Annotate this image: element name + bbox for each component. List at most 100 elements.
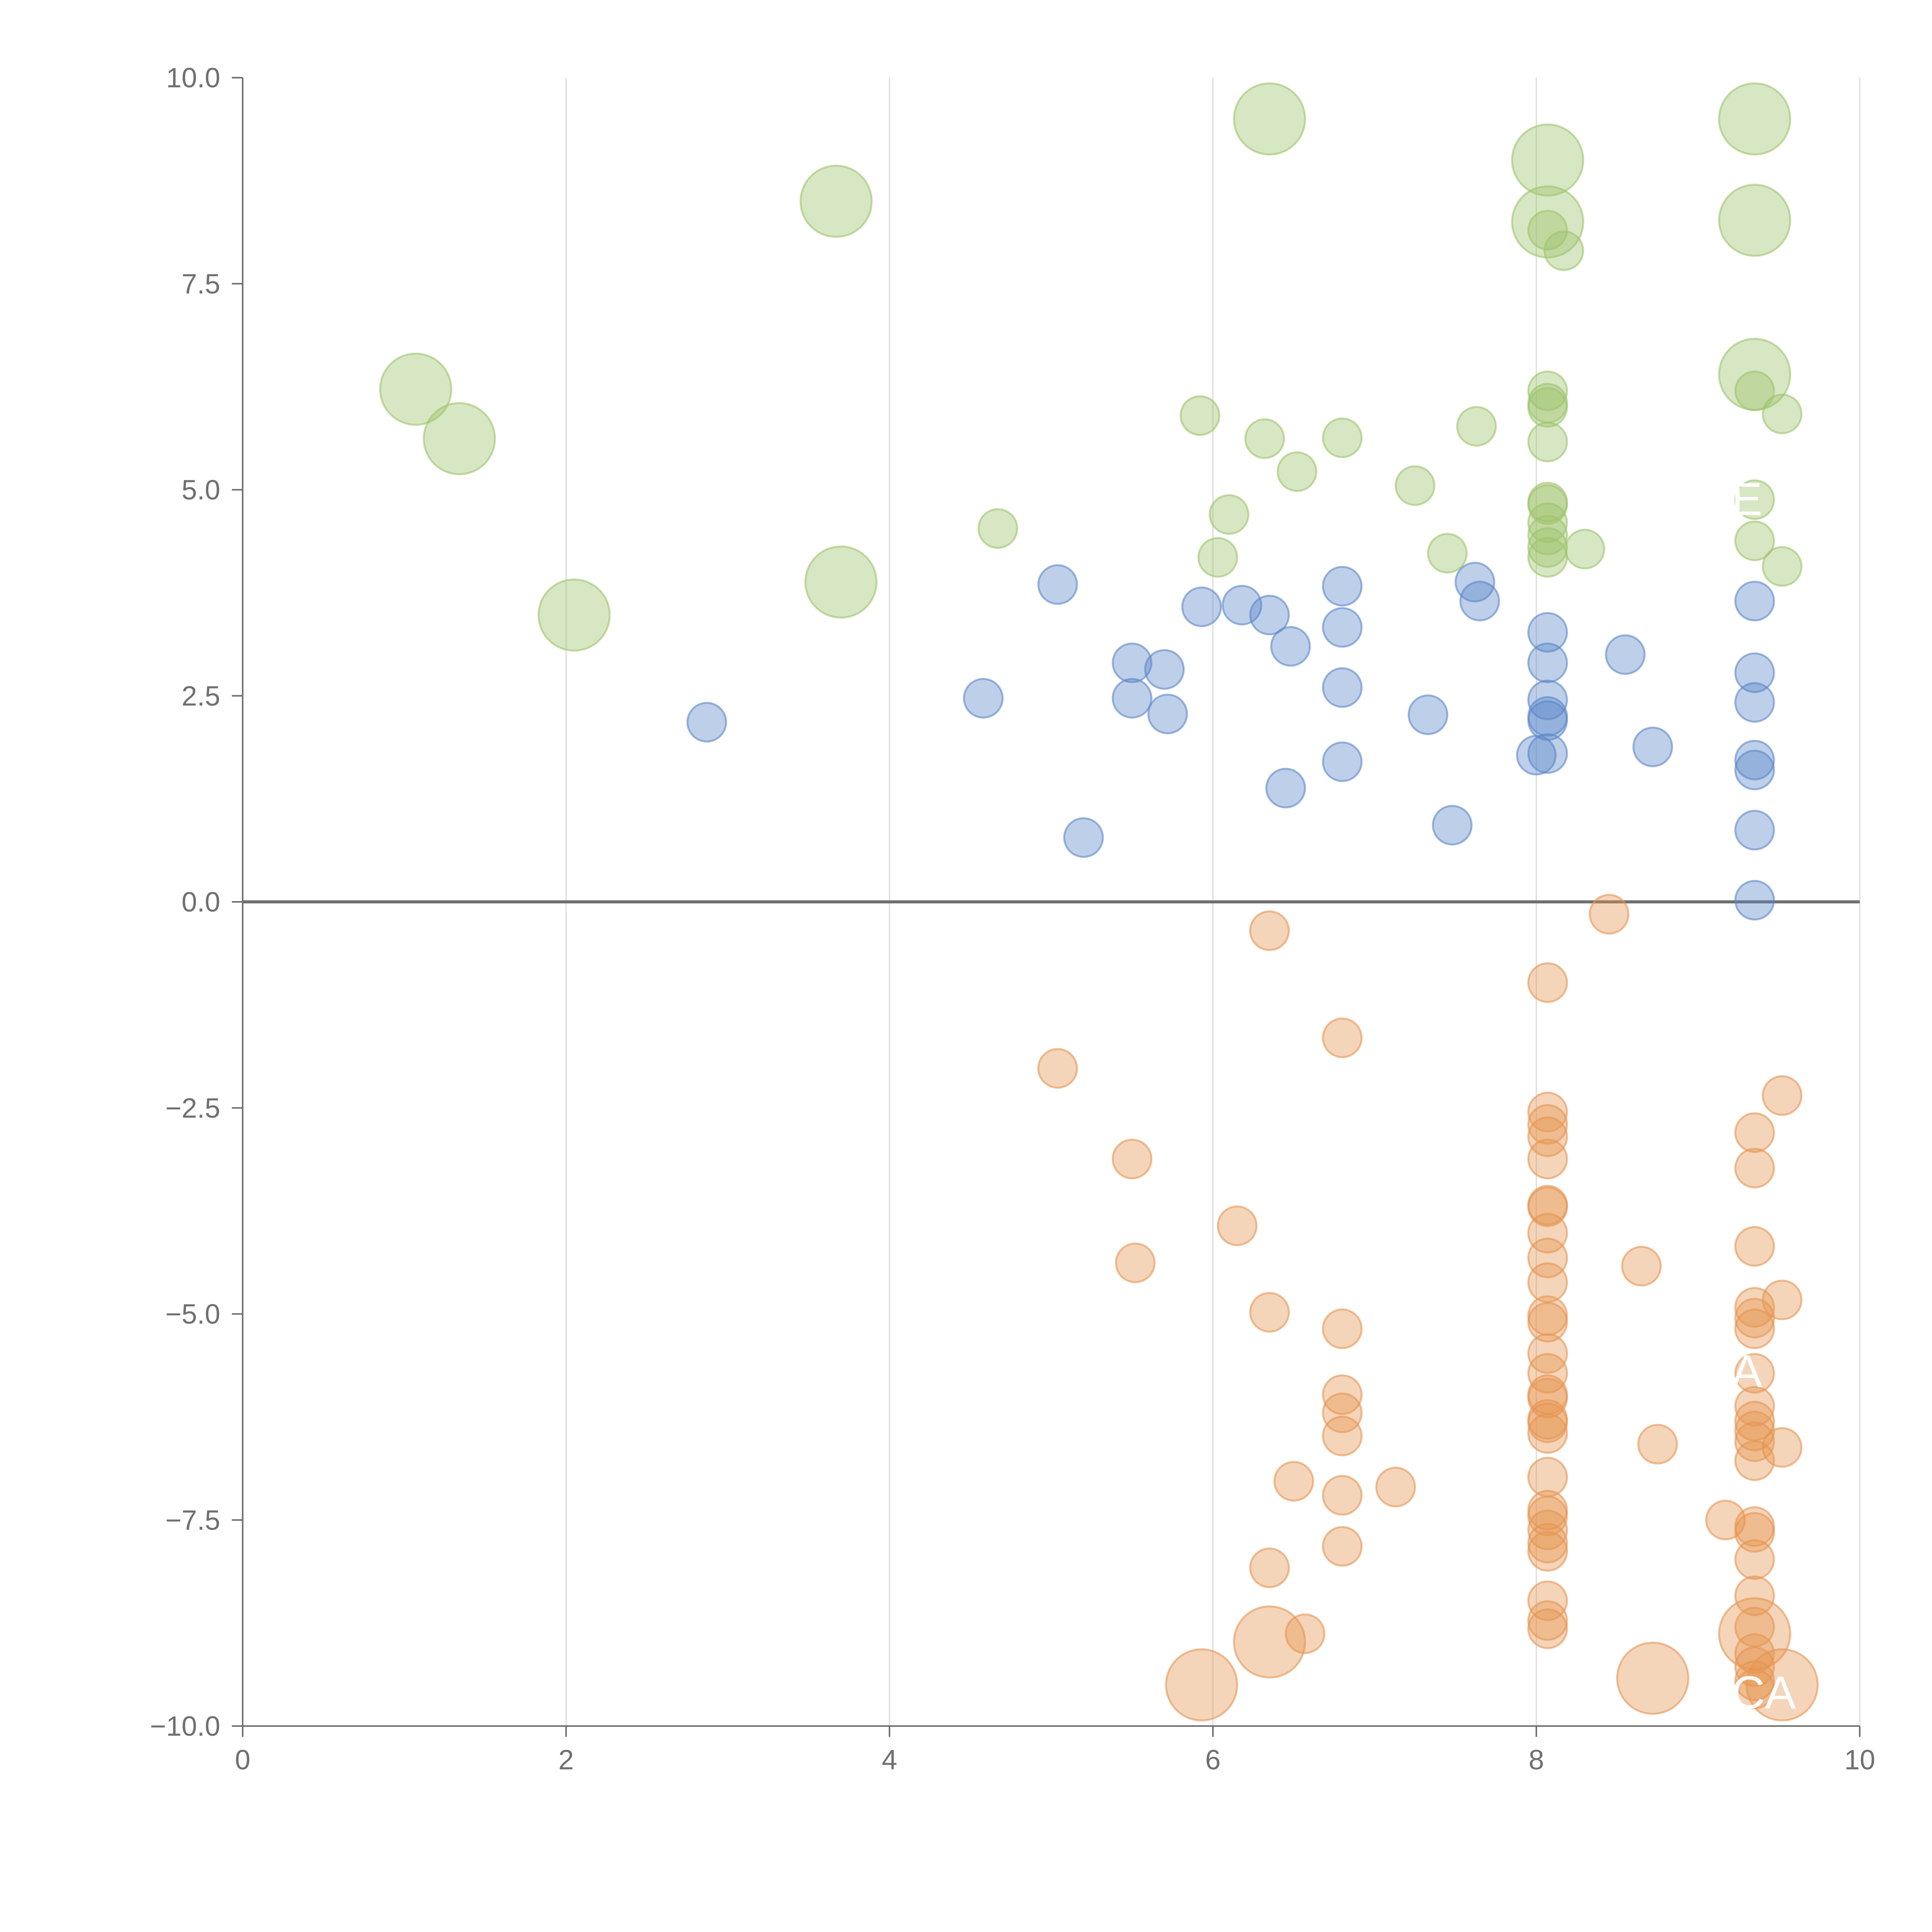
data-point-green: [1527, 422, 1568, 463]
x-tick-label: 4: [882, 1745, 897, 1776]
y-tick-label: −10.0: [150, 1711, 220, 1742]
data-point-orange: [1217, 1205, 1258, 1246]
y-tick-label: 0.0: [182, 887, 220, 918]
data-point-orange: [1734, 1575, 1775, 1616]
data-point-orange: [1527, 1092, 1568, 1133]
y-tick-label: 5.0: [182, 475, 220, 506]
x-tick-label: 2: [558, 1745, 574, 1776]
annotation-label: A: [1731, 1345, 1762, 1397]
data-point-blue: [1734, 581, 1775, 621]
data-point-orange: [1734, 1386, 1775, 1427]
data-point-green: [804, 545, 878, 619]
data-point-orange: [1745, 1648, 1819, 1721]
data-point-green: [1427, 533, 1468, 574]
data-point-orange: [1616, 1641, 1689, 1715]
data-point-green: [1762, 393, 1803, 434]
data-point-orange: [1734, 1148, 1775, 1189]
data-point-orange: [1734, 1226, 1775, 1267]
data-point-orange: [1112, 1139, 1153, 1179]
data-point-orange: [1249, 1548, 1290, 1588]
data-point-green: [537, 578, 611, 652]
data-point-orange: [1734, 1353, 1775, 1394]
data-point-blue: [963, 678, 1004, 719]
data-point-orange: [1527, 1531, 1568, 1572]
data-point-blue: [1408, 694, 1449, 735]
y-tick-label: 10.0: [166, 63, 220, 94]
data-point-blue: [1734, 880, 1775, 921]
data-point-green: [1233, 82, 1306, 156]
data-point-orange: [1527, 1238, 1568, 1278]
data-point-green: [1762, 546, 1803, 587]
data-point-green: [1565, 529, 1605, 570]
x-tick-label: 8: [1529, 1745, 1544, 1776]
annotation-label: CA: [1731, 1667, 1796, 1719]
data-point-orange: [1322, 1526, 1363, 1567]
data-point-green: [977, 508, 1018, 549]
data-point-orange: [1762, 1075, 1803, 1116]
data-point-orange: [1527, 962, 1568, 1003]
data-point-blue: [1734, 740, 1775, 781]
data-point-orange: [1322, 1017, 1363, 1058]
data-point-blue: [686, 702, 727, 743]
data-point-blue: [1734, 652, 1775, 693]
data-point-blue: [1265, 768, 1306, 809]
data-point-blue: [1063, 817, 1104, 858]
data-point-blue: [1527, 733, 1568, 774]
data-point-orange: [1527, 1509, 1568, 1550]
data-point-orange: [1322, 1393, 1363, 1433]
x-tick-label: 0: [235, 1745, 250, 1776]
data-point-green: [1244, 418, 1285, 459]
data-point-green: [1734, 479, 1775, 520]
annotation-label: E: [1731, 473, 1762, 525]
data-point-orange: [1322, 1308, 1363, 1349]
data-point-green: [1395, 465, 1435, 506]
data-point-blue: [1322, 566, 1363, 607]
data-point-green: [1180, 395, 1220, 436]
data-point-orange: [1249, 1292, 1290, 1333]
data-point-orange: [1322, 1415, 1363, 1456]
axes: 0 2 4 6 8 10 10.0 7.5 5.0 2.5 0.0 −2.5 −5.0 −7.5 −10.0: [150, 63, 1875, 1776]
data-point-blue: [1147, 694, 1188, 735]
annotations: A CA E: [1731, 473, 1796, 1719]
data-point-blue: [1605, 634, 1646, 675]
data-point-orange: [1322, 1374, 1363, 1415]
data-point-green: [1527, 515, 1568, 556]
x-tick-label: 10: [1844, 1745, 1875, 1776]
data-point-blue: [1221, 585, 1262, 626]
data-point-orange: [1734, 1112, 1775, 1153]
data-point-blue: [1112, 678, 1153, 719]
data-point-blue: [1734, 750, 1775, 791]
data-point-orange: [1527, 1139, 1568, 1179]
data-point-blue: [1037, 564, 1078, 605]
data-point-orange: [1115, 1242, 1156, 1283]
data-point-blue: [1734, 682, 1775, 723]
data-point-orange: [1637, 1424, 1678, 1464]
y-tick-label: −7.5: [165, 1505, 220, 1536]
data-point-orange: [1527, 1600, 1568, 1641]
data-point-blue: [1432, 805, 1473, 846]
data-point-green: [1734, 371, 1775, 411]
y-tick-label: 2.5: [182, 681, 220, 712]
data-points: [379, 82, 1819, 1721]
data-point-green: [1527, 502, 1568, 543]
data-point-green: [1209, 494, 1250, 535]
x-tick-label: 6: [1205, 1745, 1221, 1776]
data-point-orange: [1322, 1475, 1363, 1516]
grid: [243, 78, 1861, 1726]
data-point-blue: [1181, 586, 1222, 627]
data-point-green: [1527, 527, 1568, 568]
data-point-orange: [1527, 1378, 1568, 1418]
data-point-green: [1718, 82, 1791, 156]
data-point-green: [1527, 387, 1568, 428]
data-point-orange: [1527, 1104, 1568, 1145]
data-point-orange: [1165, 1648, 1238, 1721]
data-point-green: [1718, 184, 1791, 257]
data-point-blue: [1112, 642, 1153, 683]
data-point-blue: [1527, 642, 1568, 683]
data-point-orange: [1621, 1246, 1662, 1287]
y-tick-label: 7.5: [182, 269, 220, 299]
data-point-orange: [1762, 1427, 1803, 1468]
data-point-blue: [1270, 626, 1311, 667]
data-point-orange: [1527, 1213, 1568, 1253]
